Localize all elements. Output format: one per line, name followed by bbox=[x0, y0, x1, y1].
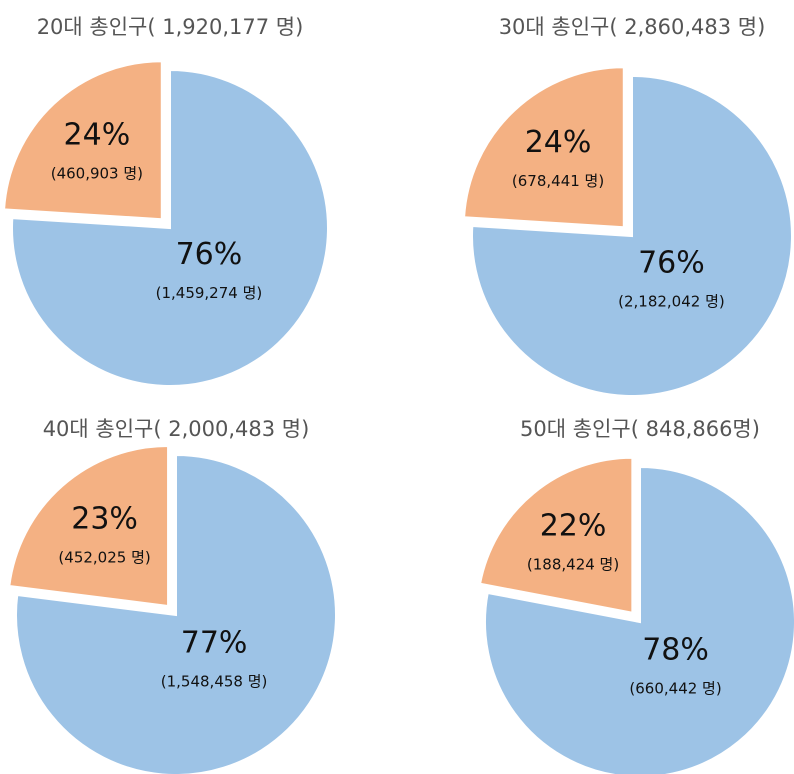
percent-label: 23% bbox=[71, 501, 138, 536]
count-label: (2,182,042 명) bbox=[618, 292, 725, 310]
percent-label: 24% bbox=[525, 125, 592, 160]
percent-label: 24% bbox=[64, 118, 131, 153]
percent-label: 78% bbox=[642, 632, 709, 667]
pie-slice bbox=[463, 66, 625, 229]
chart-title: 30대 총인구( 2,860,483 명) bbox=[499, 15, 766, 39]
count-label: (1,459,274 명) bbox=[156, 284, 263, 302]
count-label: (452,025 명) bbox=[58, 548, 150, 566]
percent-label: 22% bbox=[540, 509, 607, 544]
pie-slice bbox=[478, 456, 634, 614]
percent-label: 76% bbox=[638, 245, 705, 280]
percent-label: 77% bbox=[181, 626, 248, 661]
pie-slice bbox=[15, 453, 337, 774]
count-label: (660,442 명) bbox=[629, 679, 721, 697]
count-label: (188,424 명) bbox=[527, 556, 619, 574]
pie-slice bbox=[3, 60, 163, 221]
pie-slice bbox=[484, 465, 794, 774]
percent-label: 76% bbox=[176, 237, 243, 272]
chart-title: 20대 총인구( 1,920,177 명) bbox=[37, 15, 304, 39]
pie-slice bbox=[8, 444, 170, 608]
chart-title: 40대 총인구( 2,000,483 명) bbox=[43, 417, 310, 441]
pie-slice bbox=[11, 68, 329, 387]
pie-slice bbox=[471, 74, 793, 397]
count-label: (678,441 명) bbox=[512, 172, 604, 190]
count-label: (460,903 명) bbox=[51, 165, 143, 183]
chart-title: 50대 총인구( 848,866명) bbox=[520, 417, 760, 441]
count-label: (1,548,458 명) bbox=[161, 673, 268, 691]
